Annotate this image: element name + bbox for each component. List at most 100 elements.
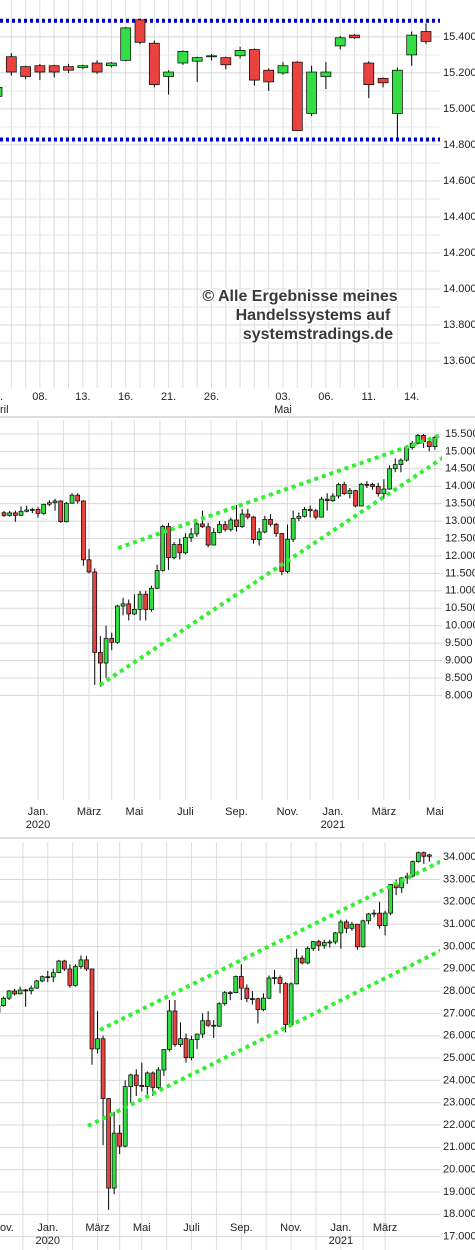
- candle-body: [24, 509, 30, 512]
- candle-body: [244, 987, 250, 999]
- candle-body: [338, 921, 344, 934]
- candle-body: [392, 69, 403, 114]
- candle-body: [139, 1085, 145, 1087]
- candle-body: [134, 19, 146, 43]
- candle-body: [285, 538, 290, 572]
- candle-body: [234, 519, 239, 527]
- candle-body: [288, 983, 294, 1025]
- candle-body: [144, 1072, 150, 1087]
- watermark: © Alle Ergebnisse meines: [202, 288, 397, 305]
- candle-body: [296, 515, 302, 519]
- x-tick-label: Jan.: [330, 1222, 351, 1234]
- axis-labels: 13.60013.80014.00014.20014.40014.60014.8…: [0, 31, 475, 1247]
- y-tick-label: 15.400: [443, 31, 475, 43]
- candle-body: [183, 537, 188, 554]
- candle-body: [426, 854, 432, 857]
- y-tick-label: 14.600: [443, 175, 475, 187]
- candle-body: [132, 609, 137, 615]
- y-tick-label: 12.500: [445, 532, 475, 544]
- candle-body: [404, 447, 409, 461]
- candle-body: [47, 502, 52, 505]
- candle-body: [160, 526, 166, 571]
- candle-body: [344, 921, 349, 929]
- candle-body: [41, 503, 47, 514]
- x-tick-label: März: [85, 1222, 109, 1234]
- y-tick-label: 21.000: [443, 1141, 475, 1153]
- candle-body: [399, 877, 405, 889]
- x-tick-label: 06.: [318, 391, 333, 403]
- trend-line: [99, 859, 440, 1032]
- y-tick-label: 10.000: [445, 620, 475, 632]
- y-tick-label: 26.000: [443, 1030, 475, 1042]
- candle-body: [17, 989, 23, 995]
- y-tick-label: 13.600: [443, 355, 475, 367]
- candle-body: [58, 500, 64, 523]
- candle-body: [75, 494, 81, 502]
- candle-body: [154, 570, 160, 589]
- candle-body: [306, 71, 317, 114]
- candle-body: [255, 998, 261, 1010]
- candle-body: [12, 512, 18, 516]
- candle-body: [272, 977, 277, 979]
- y-tick-label: 29.000: [443, 963, 475, 975]
- x-tick-label: ov.: [0, 1222, 14, 1234]
- trend-line: [98, 456, 442, 687]
- candle-body: [73, 966, 78, 986]
- y-tick-label: 12.000: [445, 550, 475, 562]
- y-tick-label: 20.000: [443, 1164, 475, 1176]
- candle-body: [77, 65, 89, 68]
- candle-body: [50, 972, 56, 978]
- trend-lines: [98, 432, 442, 687]
- candle-body: [234, 50, 246, 57]
- candle-body: [222, 992, 228, 1005]
- candle-body: [415, 435, 421, 444]
- y-tick-label: 14.000: [443, 283, 475, 295]
- candle-body: [392, 464, 398, 470]
- candle-body: [220, 57, 232, 66]
- candle-body: [355, 923, 360, 948]
- y-tick-label: 15.000: [445, 445, 475, 457]
- candle-body: [266, 977, 272, 999]
- candle-body: [34, 980, 40, 989]
- y-tick-label: 15.200: [443, 67, 475, 79]
- candle-body: [324, 498, 330, 501]
- candle-body: [387, 468, 392, 490]
- candle-body: [277, 977, 283, 984]
- candle-body: [45, 976, 51, 979]
- candle-body: [177, 544, 183, 554]
- y-tick-label: 14.400: [443, 211, 475, 223]
- y-tick-label: 27.000: [443, 1007, 475, 1019]
- candle-body: [194, 1033, 200, 1040]
- candle-body: [18, 510, 24, 516]
- y-tick-label: 15.500: [445, 428, 475, 440]
- candle-body: [52, 500, 58, 504]
- candle-body: [262, 518, 268, 533]
- candle-body: [84, 959, 89, 970]
- candle-body: [319, 498, 324, 518]
- candle-body: [12, 990, 17, 995]
- candle-body: [6, 990, 12, 999]
- y-tick-label: 34.000: [443, 851, 475, 863]
- candle-body: [167, 1010, 172, 1050]
- candle-body: [143, 593, 149, 610]
- candle-body: [277, 65, 289, 74]
- candle-body: [313, 510, 319, 518]
- candle-body: [5, 56, 17, 73]
- candle-body: [122, 1086, 128, 1147]
- y-tick-label: 33.000: [443, 873, 475, 885]
- y-tick-label: 25.000: [443, 1052, 475, 1064]
- candle-body: [78, 959, 84, 967]
- x-tick-label: Juli: [183, 1222, 200, 1234]
- candle-body: [290, 518, 296, 540]
- candle-body: [109, 638, 115, 643]
- candle-body: [256, 531, 262, 540]
- watermark: systemstradings.de: [243, 326, 393, 343]
- y-tick-label: 14.800: [443, 139, 475, 151]
- candle-body: [150, 1072, 156, 1088]
- candle-body: [117, 1132, 123, 1147]
- candle-body: [137, 593, 143, 610]
- y-tick-label: 23.000: [443, 1097, 475, 1109]
- candle-body: [183, 1038, 189, 1059]
- candle-body: [205, 526, 211, 546]
- candle-body: [250, 998, 255, 1000]
